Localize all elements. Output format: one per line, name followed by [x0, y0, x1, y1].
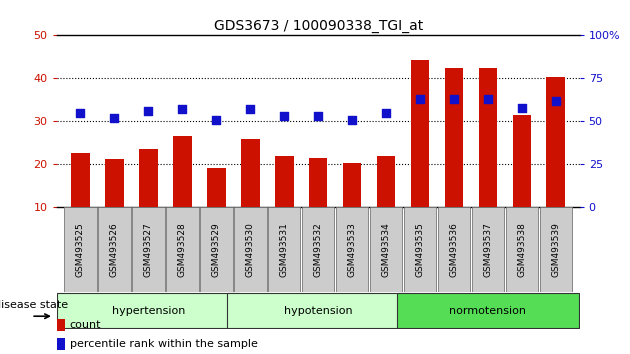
FancyBboxPatch shape	[336, 207, 369, 292]
Bar	[105, 159, 123, 207]
Point	[483, 96, 493, 102]
Bar	[275, 156, 294, 207]
Text: GSM493536: GSM493536	[449, 222, 459, 277]
Bar	[57, 319, 64, 331]
Text: GSM493528: GSM493528	[178, 222, 187, 277]
Point	[211, 117, 221, 122]
Text: normotension: normotension	[449, 306, 527, 316]
Text: GSM493526: GSM493526	[110, 222, 119, 277]
Bar	[57, 338, 64, 350]
FancyBboxPatch shape	[132, 207, 164, 292]
Text: GSM493531: GSM493531	[280, 222, 289, 277]
Text: GSM493533: GSM493533	[348, 222, 357, 277]
Text: GSM493527: GSM493527	[144, 222, 153, 277]
Point	[144, 108, 154, 114]
FancyBboxPatch shape	[200, 207, 232, 292]
Text: GSM493529: GSM493529	[212, 222, 220, 277]
Point	[551, 98, 561, 103]
FancyBboxPatch shape	[438, 207, 470, 292]
Point	[381, 110, 391, 115]
Point	[449, 96, 459, 102]
Bar	[71, 153, 90, 207]
Bar	[139, 149, 158, 207]
Text: hypotension: hypotension	[284, 306, 352, 316]
FancyBboxPatch shape	[397, 293, 579, 328]
Text: hypertension: hypertension	[112, 306, 185, 316]
Bar	[411, 60, 430, 207]
Bar	[309, 158, 328, 207]
Text: GSM493530: GSM493530	[246, 222, 255, 277]
Text: percentile rank within the sample: percentile rank within the sample	[70, 339, 258, 349]
Point	[415, 96, 425, 102]
Bar	[479, 68, 497, 207]
FancyBboxPatch shape	[227, 293, 409, 328]
Point	[313, 113, 323, 119]
Point	[279, 113, 289, 119]
Point	[110, 115, 120, 121]
Point	[517, 105, 527, 110]
Title: GDS3673 / 100090338_TGI_at: GDS3673 / 100090338_TGI_at	[214, 19, 423, 33]
FancyBboxPatch shape	[98, 207, 130, 292]
Text: GSM493525: GSM493525	[76, 222, 85, 277]
FancyBboxPatch shape	[302, 207, 335, 292]
FancyBboxPatch shape	[57, 293, 239, 328]
Text: GSM493539: GSM493539	[551, 222, 560, 277]
FancyBboxPatch shape	[64, 207, 97, 292]
FancyBboxPatch shape	[268, 207, 301, 292]
Bar	[343, 163, 362, 207]
FancyBboxPatch shape	[472, 207, 504, 292]
Text: GSM493537: GSM493537	[483, 222, 493, 277]
Text: GSM493534: GSM493534	[382, 222, 391, 277]
Text: GSM493538: GSM493538	[517, 222, 527, 277]
Point	[76, 110, 86, 115]
FancyBboxPatch shape	[234, 207, 266, 292]
Text: disease state: disease state	[0, 300, 68, 310]
Bar	[445, 68, 463, 207]
FancyBboxPatch shape	[370, 207, 403, 292]
Text: GSM493532: GSM493532	[314, 222, 323, 277]
Bar	[207, 167, 226, 207]
Bar	[546, 78, 565, 207]
Bar	[173, 136, 192, 207]
Bar	[377, 156, 396, 207]
Point	[245, 107, 255, 112]
Bar	[241, 139, 260, 207]
Text: GSM493535: GSM493535	[416, 222, 425, 277]
FancyBboxPatch shape	[404, 207, 437, 292]
Bar	[513, 115, 531, 207]
FancyBboxPatch shape	[506, 207, 538, 292]
Point	[177, 107, 187, 112]
Point	[347, 117, 357, 122]
FancyBboxPatch shape	[166, 207, 198, 292]
FancyBboxPatch shape	[539, 207, 572, 292]
Text: count: count	[70, 320, 101, 330]
